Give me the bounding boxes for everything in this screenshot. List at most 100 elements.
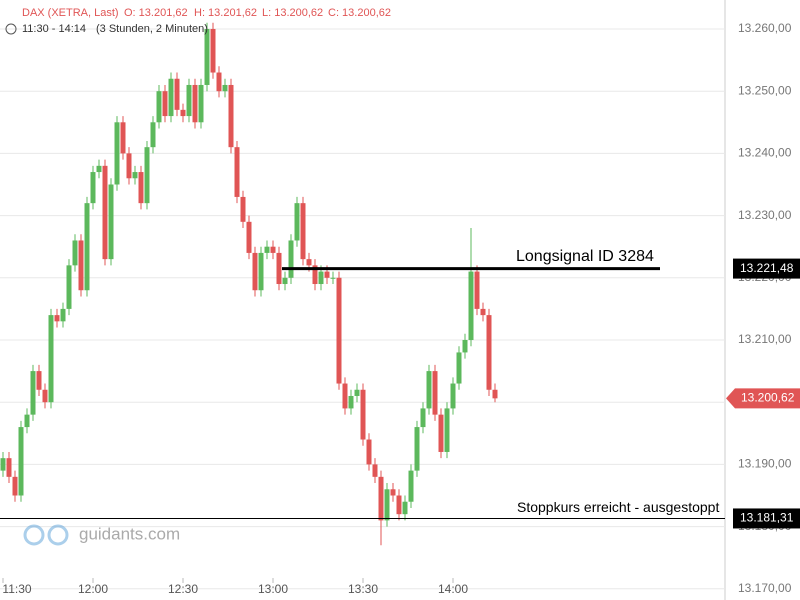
- candle-body: [324, 271, 330, 278]
- candle-body: [468, 271, 474, 340]
- level-text: Stoppkurs erreicht - ausgestoppt: [517, 499, 719, 515]
- duration: (3 Stunden, 2 Minuten): [96, 23, 208, 35]
- candle-body: [444, 408, 450, 452]
- candle-body: [156, 91, 162, 123]
- candle-body: [66, 265, 72, 309]
- candle-body: [132, 172, 138, 179]
- y-tick-label: 13.210,00: [738, 332, 792, 346]
- y-tick-label: 13.250,00: [738, 83, 792, 97]
- candle-body: [84, 203, 90, 291]
- candle-body: [138, 172, 144, 204]
- candle-body: [282, 277, 288, 285]
- candle-body: [420, 408, 426, 428]
- candle-body: [90, 172, 96, 204]
- x-tick-label: 14:00: [438, 582, 468, 596]
- candle-body: [402, 501, 408, 515]
- candle-body: [42, 389, 48, 403]
- y-tick-label: 13.230,00: [738, 208, 792, 222]
- candle-body: [18, 427, 24, 496]
- candle-body: [246, 221, 252, 253]
- candle-body: [378, 476, 384, 521]
- candle-body: [186, 84, 192, 117]
- candle-body: [12, 476, 18, 496]
- candle-body: [162, 91, 168, 117]
- candle-body: [300, 203, 306, 260]
- y-tick-label: 13.170,00: [738, 581, 792, 595]
- candle-body: [240, 196, 246, 222]
- candle-body: [264, 246, 270, 253]
- candle-body: [72, 240, 78, 266]
- candle-body: [306, 259, 312, 266]
- clock-icon: [5, 23, 17, 35]
- candle-body: [234, 147, 240, 197]
- x-tick-label: 11:30: [2, 582, 31, 596]
- symbol: DAX (XETRA, Last): [22, 7, 119, 19]
- level-label-box: [733, 508, 800, 529]
- y-tick-label: 13.240,00: [738, 146, 792, 160]
- candle-body: [192, 84, 198, 123]
- candle-body: [114, 122, 120, 185]
- x-tick-label: 12:30: [168, 582, 198, 596]
- candle-body: [30, 371, 36, 415]
- candle-body: [456, 352, 462, 384]
- level-text: Longsignal ID 3284: [516, 248, 654, 265]
- candle-body: [102, 165, 108, 260]
- candle-body: [120, 122, 126, 154]
- candle-body: [438, 414, 444, 452]
- candle-body: [270, 246, 276, 253]
- candle-body: [276, 252, 282, 285]
- watermark-logo: [23, 524, 69, 546]
- candle-body: [462, 339, 468, 353]
- ohlc-low: L: 13.200,62: [262, 7, 323, 19]
- candle-body: [6, 458, 12, 477]
- candle-body: [318, 271, 324, 285]
- candle-body: [174, 78, 180, 110]
- candle-body: [48, 315, 54, 403]
- x-tick-label: 13:00: [258, 582, 288, 596]
- y-tick-label: 13.260,00: [738, 21, 792, 35]
- y-tick-label: 13.190,00: [738, 457, 792, 471]
- candle-body: [372, 464, 378, 477]
- candle-body: [78, 240, 84, 291]
- candle-body: [390, 489, 396, 496]
- candle-body: [360, 389, 366, 440]
- candle-body: [180, 109, 186, 117]
- x-tick-label: 12:00: [78, 582, 108, 596]
- candle-body: [336, 277, 342, 384]
- candle-body: [24, 414, 30, 428]
- candle-body: [0, 458, 6, 471]
- candle-body: [228, 84, 234, 148]
- candle-body: [252, 252, 258, 291]
- level-label: 13.221,48: [740, 261, 794, 275]
- candle-body: [36, 371, 42, 390]
- candle-body: [408, 470, 414, 502]
- candle-body: [294, 203, 300, 241]
- candle-body: [450, 383, 456, 409]
- candle-body: [258, 252, 264, 291]
- candle-body: [384, 489, 390, 521]
- candle-body: [288, 240, 294, 278]
- candle-body: [168, 78, 174, 117]
- level-label: 13.181,31: [740, 511, 794, 525]
- candle-body: [492, 389, 498, 399]
- level-label-box: [733, 258, 800, 279]
- candle-body: [396, 495, 402, 515]
- candle-body: [204, 28, 210, 85]
- candle-body: [342, 383, 348, 409]
- candle-body: [366, 439, 372, 465]
- candle-body: [210, 28, 216, 73]
- candle-body: [108, 184, 114, 260]
- candle-body: [222, 84, 228, 92]
- candle-body: [144, 147, 150, 204]
- candle-body: [54, 315, 60, 322]
- candle-body: [312, 265, 318, 285]
- candle-body: [486, 315, 492, 390]
- candle-body: [414, 427, 420, 471]
- ohlc-high: H: 13.201,62: [194, 7, 257, 19]
- watermark: guidants.com: [79, 524, 180, 543]
- candle-body: [330, 277, 336, 279]
- candle-body: [474, 271, 480, 309]
- candle-body: [348, 395, 354, 409]
- time-range: 11:30 - 14:14: [22, 23, 86, 35]
